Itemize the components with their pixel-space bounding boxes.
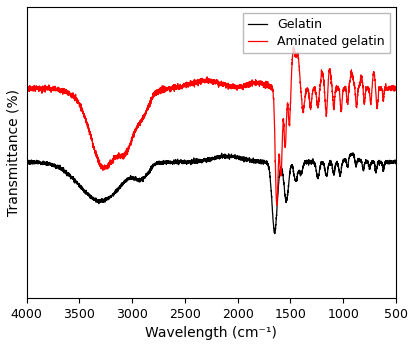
Gelatin (243, 159, 248, 163)
Aminated gelatin (158, 88, 163, 93)
Gelatin (259, 160, 264, 164)
Line: Gelatin: Gelatin (27, 153, 396, 234)
X-axis label: Wavelength (cm⁻¹): Wavelength (cm⁻¹) (145, 326, 277, 340)
Aminated gelatin (259, 81, 264, 85)
Gelatin (198, 157, 203, 161)
Legend: Gelatin, Aminated gelatin: Gelatin, Aminated gelatin (244, 13, 390, 53)
Aminated gelatin (198, 82, 203, 86)
Aminated gelatin (393, 87, 398, 92)
Aminated gelatin (365, 86, 370, 91)
Y-axis label: Transmittance (%): Transmittance (%) (7, 89, 21, 216)
Gelatin (24, 159, 29, 163)
Gelatin (393, 160, 398, 164)
Aminated gelatin (291, 45, 296, 49)
Gelatin (272, 232, 277, 236)
Aminated gelatin (274, 203, 279, 208)
Gelatin (158, 160, 163, 164)
Aminated gelatin (24, 86, 29, 90)
Gelatin (351, 151, 356, 155)
Aminated gelatin (101, 166, 106, 170)
Gelatin (365, 159, 370, 163)
Line: Aminated gelatin: Aminated gelatin (27, 47, 396, 205)
Gelatin (101, 200, 106, 204)
Aminated gelatin (243, 83, 248, 87)
